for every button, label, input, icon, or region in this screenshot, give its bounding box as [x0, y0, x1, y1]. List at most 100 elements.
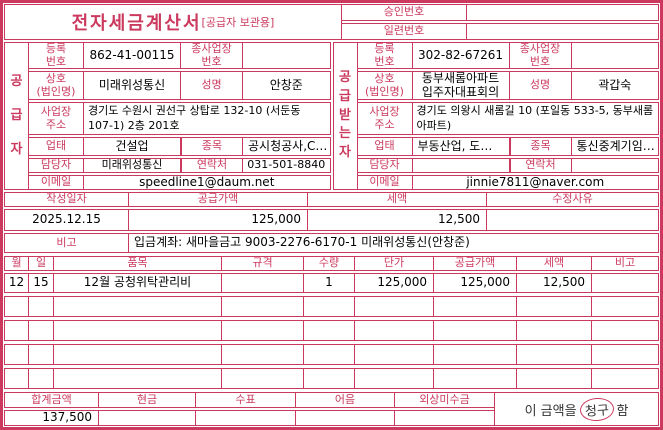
item-name [53, 344, 222, 365]
write-date-value: 2025.12.15 [4, 209, 129, 231]
supplier-ceo: 안창준 [242, 71, 331, 100]
supplier-sub-biz-label: 종사업장 번호 [180, 42, 243, 69]
summary-header-row: 작성일자 공급가액 세액 수정사유 [4, 192, 659, 207]
claim-suffix: 함 [616, 403, 629, 419]
buyer-biz-type: 부동산업, 도… [411, 137, 510, 156]
serial-number-value [466, 23, 659, 40]
item-qty [303, 296, 355, 317]
item-unit-price: 125,000 [354, 273, 434, 293]
item-month [4, 344, 29, 365]
col-supply-label: 공급가액 [433, 256, 517, 271]
item-qty [303, 344, 355, 365]
col-note-label: 비고 [591, 256, 659, 271]
item-supply [433, 296, 517, 317]
supplier-phone-label: 연락처 [181, 158, 243, 173]
col-unit-price-label: 단가 [354, 256, 434, 271]
item-unit-price [354, 344, 434, 365]
item-day [28, 320, 54, 341]
supplier-contact-label: 담당자 [28, 158, 84, 173]
buyer-phone-label: 연락처 [509, 158, 572, 173]
item-unit-price [354, 320, 434, 341]
item-row: 12 15 12월 공청위탁관리비 1 125,000 125,000 12,5… [4, 273, 659, 293]
supplier-address: 경기도 수원시 권선구 상탑로 132-10 (서둔동 107-1) 2층 20… [83, 102, 331, 135]
check-value [195, 410, 296, 426]
item-spec [221, 320, 304, 341]
item-day: 15 [28, 273, 54, 293]
claim-statement: 이 금액을 청구 함 [494, 392, 659, 426]
item-unit-price [354, 296, 434, 317]
remark-value: 입금계좌: 새마을금고 9003-2276-6170-1 미래위성통신(안창준) [128, 233, 659, 253]
serial-number-row: 일련번호 [341, 23, 659, 40]
supplier-item-label: 종목 [181, 137, 243, 156]
item-tax [516, 368, 592, 389]
col-qty-label: 수량 [303, 256, 355, 271]
col-item-label: 품목 [53, 256, 222, 271]
tax-amount-label: 세액 [307, 192, 487, 207]
item-qty: 1 [303, 273, 355, 293]
item-name [53, 368, 222, 389]
col-tax-label: 세액 [516, 256, 592, 271]
promissory-note-label: 어음 [295, 392, 395, 408]
write-date-label: 작성일자 [4, 192, 129, 207]
buyer-phone [570, 158, 659, 173]
supplier-name: 미래위성통신 [83, 71, 181, 100]
item-row [4, 344, 659, 365]
buyer-biz-type-label: 업태 [356, 137, 413, 156]
supplier-name-label: 상호 (법인명) [28, 71, 84, 100]
supplier-grid: 등록 번호 862-41-00115 종사업장 번호 상호 (법인명) 미래위성… [28, 42, 331, 190]
items-header-row: 월 일 품목 규격 수량 단가 공급가액 세액 비고 [4, 256, 659, 271]
col-day-label: 일 [28, 256, 54, 271]
item-supply: 125,000 [433, 273, 517, 293]
item-spec [221, 344, 304, 365]
item-name [53, 296, 222, 317]
tax-amount-value: 12,500 [307, 209, 487, 231]
supplier-biz-type: 건설업 [83, 137, 181, 156]
buyer-contact [411, 158, 510, 173]
item-tax [516, 320, 592, 341]
total-amount-label: 합계금액 [4, 392, 99, 408]
col-month-label: 월 [4, 256, 29, 271]
buyer-email-label: 이메일 [356, 175, 413, 190]
approval-block: 승인번호 일련번호 [341, 4, 659, 40]
item-supply [433, 368, 517, 389]
credit-value [394, 410, 495, 426]
claim-prefix: 이 금액을 [524, 403, 577, 419]
supplier-reg-no: 862-41-00115 [83, 42, 181, 69]
document-subtitle: [공급자 보관용] [201, 16, 275, 29]
item-note [591, 320, 659, 341]
item-day [28, 344, 54, 365]
buyer-ceo: 곽갑숙 [570, 71, 659, 100]
serial-number-label: 일련번호 [341, 23, 467, 40]
supplier-email-label: 이메일 [28, 175, 84, 190]
remark-row: 비고 입금계좌: 새마을금고 9003-2276-6170-1 미래위성통신(안… [4, 233, 659, 253]
item-note [591, 296, 659, 317]
buyer-sub-biz-label: 종사업장 번호 [508, 42, 572, 69]
cash-value [98, 410, 196, 426]
supplier-phone: 031-501-8840 [242, 158, 331, 173]
supplier-vertical-label-text: 공급자 [10, 74, 23, 157]
parties-section: 공급자 등록 번호 862-41-00115 종사업장 번호 상호 (법인명) … [4, 42, 659, 190]
item-unit-price [354, 368, 434, 389]
supplier-reg-no-label: 등록 번호 [28, 42, 84, 69]
item-row [4, 320, 659, 341]
supply-amount-value: 125,000 [128, 209, 308, 231]
item-month: 12 [4, 273, 29, 293]
item-name: 12월 공청위탁관리비 [53, 273, 222, 293]
approval-number-label: 승인번호 [341, 4, 467, 21]
summary-values-row: 2025.12.15 125,000 12,500 [4, 209, 659, 231]
item-spec [221, 273, 304, 293]
header-section: 전자세금계산서 [공급자 보관용] 승인번호 일련번호 [4, 4, 659, 40]
total-amount-value: 137,500 [4, 410, 99, 426]
buyer-sub-biz [570, 42, 659, 69]
revision-reason-label: 수정사유 [486, 192, 659, 207]
buyer-contact-label: 담당자 [356, 158, 413, 173]
item-note [591, 368, 659, 389]
supplier-ceo-label: 성명 [180, 71, 243, 100]
supplier-vertical-label: 공급자 [4, 42, 29, 190]
item-month [4, 320, 29, 341]
buyer-item-label: 종목 [509, 137, 572, 156]
totals-section: 합계금액 현금 수표 어음 외상미수금 137,500 이 금액을 청구 함 [4, 392, 659, 426]
item-spec [221, 296, 304, 317]
cash-label: 현금 [98, 392, 196, 408]
buyer-address: 경기도 의왕시 새롬길 10 (포일동 533-5, 동부새롬아파트) [411, 102, 659, 135]
